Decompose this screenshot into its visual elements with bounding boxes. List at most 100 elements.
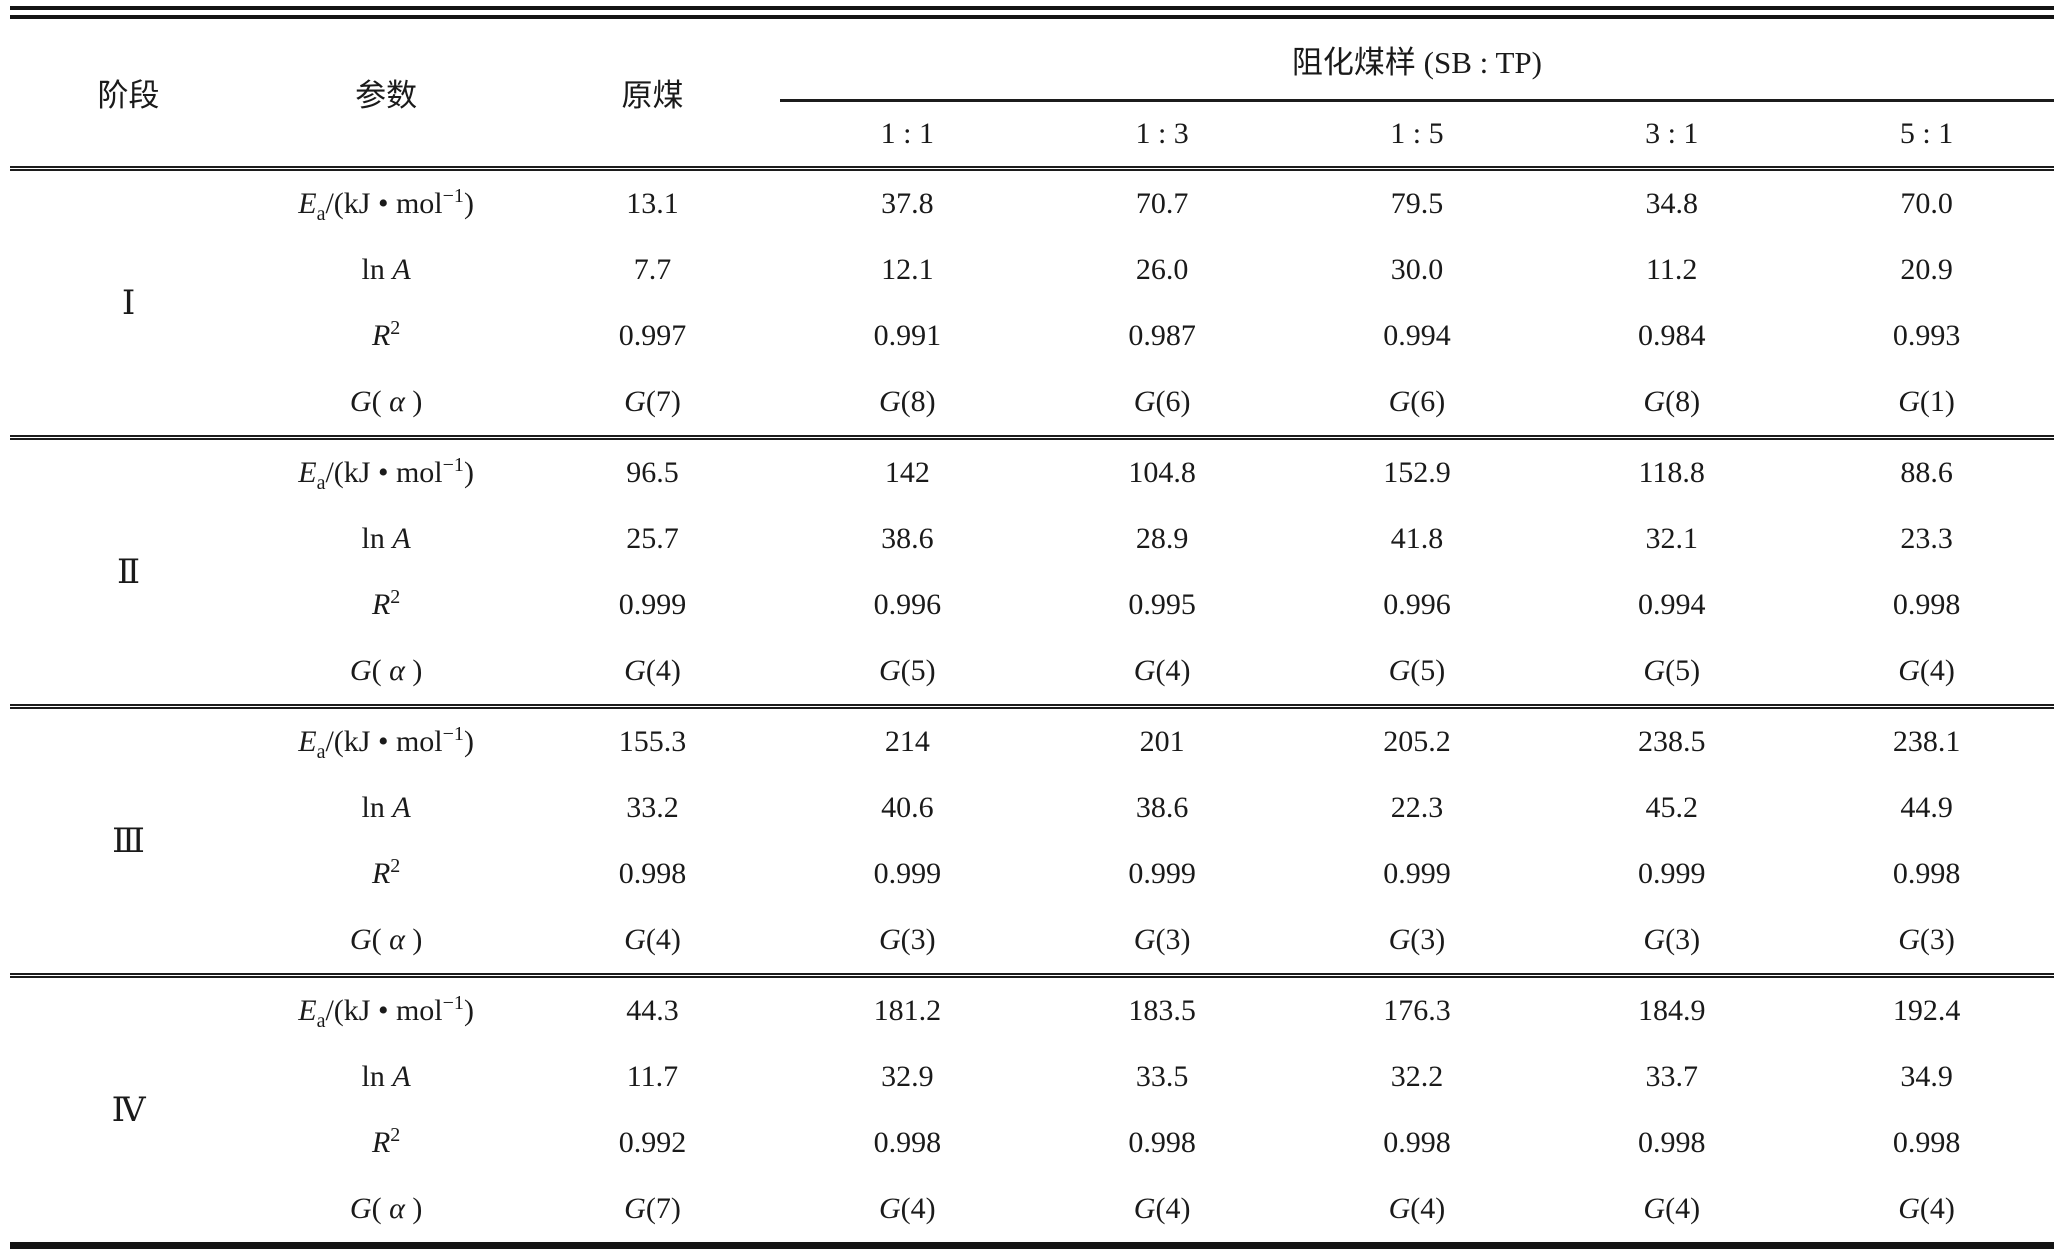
value-cell: 44.9 xyxy=(1900,791,1953,824)
value-cell: 0.998 xyxy=(873,1126,942,1159)
param-label-R2: R2 xyxy=(371,855,401,890)
value-cell: 30.0 xyxy=(1390,253,1444,286)
stage-block-4: Ⅳ Ea/(kJ • mol−1) 44.3 181.2 183.5 176.3 184.9… xyxy=(10,975,2054,1246)
value-cell: 183.5 xyxy=(1128,994,1196,1027)
value-cell: 40.6 xyxy=(881,791,934,824)
value-cell: G(4) xyxy=(878,1192,936,1225)
value-cell: 0.995 xyxy=(1128,588,1196,621)
value-cell: G(8) xyxy=(878,385,936,418)
header-raw-coal: 原煤 xyxy=(621,78,684,113)
value-cell: 0.994 xyxy=(1383,319,1451,352)
table-row: R2 0.999 0.996 0.995 0.996 0.994 0.998 xyxy=(10,572,2054,638)
value-cell: 0.998 xyxy=(1638,1126,1706,1159)
table-row: Ⅳ Ea/(kJ • mol−1) 44.3 181.2 183.5 176.3 184.9… xyxy=(10,976,2054,1129)
param-label-Ea: Ea/(kJ • mol−1) xyxy=(298,723,474,763)
value-cell: G(5) xyxy=(878,654,936,687)
value-cell: 34.8 xyxy=(1645,187,1699,220)
value-cell: 205.2 xyxy=(1383,725,1451,758)
value-cell: 184.9 xyxy=(1638,994,1706,1027)
table-row: G( α ) G(7) G(8) G(6) G(6) G(8) G(1) xyxy=(10,369,2054,438)
param-label-G-alpha: G( α ) xyxy=(349,654,423,687)
stage-label: Ⅱ xyxy=(117,554,141,591)
value-cell: 104.8 xyxy=(1128,456,1196,489)
value-cell: G(6) xyxy=(1133,385,1191,418)
value-cell: 0.987 xyxy=(1128,319,1196,352)
table-row: ln A 25.7 38.6 28.9 41.8 32.1 23.3 xyxy=(10,506,2054,572)
value-cell: 0.993 xyxy=(1892,319,1961,352)
value-cell: 155.3 xyxy=(618,725,687,758)
table-row: Ⅰ Ea/(kJ • mol−1) 13.1 37.8 70.7 79.5 34.8 70.0 xyxy=(10,169,2054,322)
value-cell: G(5) xyxy=(1643,654,1701,687)
value-cell: 0.997 xyxy=(618,319,687,352)
value-cell: 0.999 xyxy=(1638,857,1706,890)
value-cell: G(6) xyxy=(1388,385,1446,418)
stage-block-2: Ⅱ Ea/(kJ • mol−1) 96.5 142 104.8 152.9 118.8 88… xyxy=(10,437,2054,707)
header-ratio-1-5: 1 : 5 xyxy=(1390,117,1444,150)
table-row: R2 0.997 0.991 0.987 0.994 0.984 0.993 xyxy=(10,303,2054,369)
value-cell: 0.998 xyxy=(1383,1126,1451,1159)
table-row: Ⅱ Ea/(kJ • mol−1) 96.5 142 104.8 152.9 118.8 88… xyxy=(10,438,2054,591)
table-row: ln A 7.7 12.1 26.0 30.0 11.2 20.9 xyxy=(10,237,2054,303)
value-cell: G(3) xyxy=(1898,923,1955,956)
value-cell: 0.984 xyxy=(1638,319,1706,352)
value-cell: G(4) xyxy=(1898,1192,1955,1225)
value-cell: 26.0 xyxy=(1135,253,1189,286)
value-cell: G(7) xyxy=(624,1192,681,1225)
value-cell: G(4) xyxy=(1898,654,1955,687)
header-ratio-3-1: 3 : 1 xyxy=(1645,117,1699,150)
value-cell: 0.998 xyxy=(1892,1126,1961,1159)
table-row: G( α ) G(4) G(5) G(4) G(5) G(5) G(4) xyxy=(10,638,2054,707)
header-stage: 阶段 xyxy=(97,78,160,113)
value-cell: 0.996 xyxy=(873,588,942,621)
header-inhibited-samples-spanner: 阻化煤样 (SB : TP) xyxy=(779,12,2054,102)
param-label-lnA: ln A xyxy=(361,791,411,824)
header-param: 参数 xyxy=(355,78,418,113)
value-cell: G(8) xyxy=(1643,385,1701,418)
value-cell: 32.9 xyxy=(881,1060,934,1093)
table-row: G( α ) G(7) G(4) G(4) G(4) G(4) G(4) xyxy=(10,1176,2054,1246)
value-cell: 70.7 xyxy=(1135,187,1189,220)
stage-block-1: Ⅰ Ea/(kJ • mol−1) 13.1 37.8 70.7 79.5 34.8 70.0… xyxy=(10,168,2054,438)
table-row: R2 0.992 0.998 0.998 0.998 0.998 0.998 xyxy=(10,1110,2054,1176)
value-cell: G(4) xyxy=(1643,1192,1701,1225)
value-cell: G(3) xyxy=(1643,923,1701,956)
param-label-R2: R2 xyxy=(371,317,401,352)
value-cell: 152.9 xyxy=(1383,456,1451,489)
value-cell: 32.2 xyxy=(1390,1060,1444,1093)
value-cell: 238.1 xyxy=(1892,725,1961,758)
header-ratio-1-3: 1 : 3 xyxy=(1135,117,1189,150)
value-cell: 201 xyxy=(1139,725,1185,758)
value-cell: 0.996 xyxy=(1383,588,1451,621)
param-label-R2: R2 xyxy=(371,1124,401,1159)
value-cell: G(4) xyxy=(1133,654,1191,687)
value-cell: 0.999 xyxy=(618,588,687,621)
param-label-G-alpha: G( α ) xyxy=(349,1192,423,1225)
value-cell: G(7) xyxy=(624,385,681,418)
value-cell: 23.3 xyxy=(1900,522,1953,555)
value-cell: G(4) xyxy=(1388,1192,1446,1225)
param-label-R2: R2 xyxy=(371,586,401,621)
param-label-lnA: ln A xyxy=(361,253,411,286)
param-label-Ea: Ea/(kJ • mol−1) xyxy=(298,185,474,225)
header-ratio-1-1: 1 : 1 xyxy=(880,117,934,150)
kinetics-table: 阶段 参数 原煤 阻化煤样 (SB : TP) 1 : 1 1 : 3 1 : … xyxy=(10,6,2054,1249)
value-cell: G(3) xyxy=(1388,923,1446,956)
param-label-lnA: ln A xyxy=(361,1060,411,1093)
value-cell: 44.3 xyxy=(626,994,679,1027)
value-cell: 33.7 xyxy=(1645,1060,1699,1093)
param-label-lnA: ln A xyxy=(361,522,411,555)
value-cell: G(5) xyxy=(1388,654,1446,687)
table-row: R2 0.998 0.999 0.999 0.999 0.999 0.998 xyxy=(10,841,2054,907)
value-cell: G(3) xyxy=(878,923,936,956)
value-cell: 214 xyxy=(884,725,930,758)
value-cell: 70.0 xyxy=(1900,187,1953,220)
value-cell: G(1) xyxy=(1898,385,1955,418)
value-cell: 0.994 xyxy=(1638,588,1706,621)
stage-label: Ⅲ xyxy=(112,823,145,860)
value-cell: 0.991 xyxy=(873,319,942,352)
value-cell: 176.3 xyxy=(1383,994,1451,1027)
value-cell: 33.5 xyxy=(1135,1060,1189,1093)
table-header: 阶段 参数 原煤 阻化煤样 (SB : TP) 1 : 1 1 : 3 1 : … xyxy=(10,12,2054,169)
value-cell: 0.998 xyxy=(618,857,687,890)
value-cell: G(3) xyxy=(1133,923,1191,956)
